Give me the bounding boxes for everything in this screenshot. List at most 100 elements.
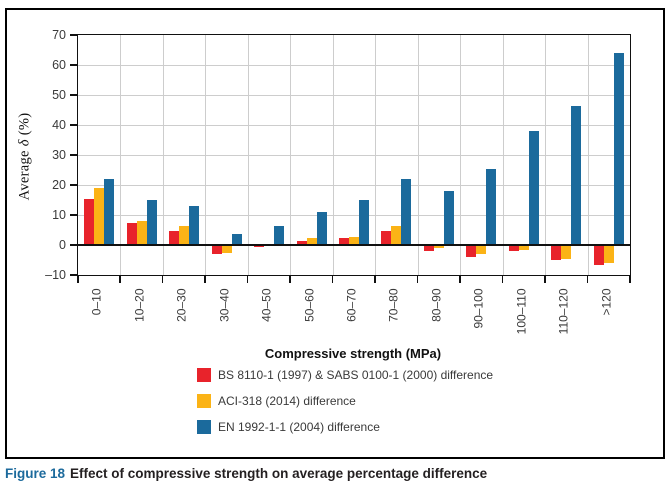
x-tick-mark-2: [161, 276, 164, 283]
bar-60–70-series-3: [359, 200, 369, 245]
x-tick-mark-4: [246, 276, 249, 283]
bar-20–30-series-3: [189, 206, 200, 245]
bar-10–20-series-2: [136, 221, 147, 245]
bar-110–120-series-3: [571, 105, 582, 245]
bar-20–30-series-1: [169, 230, 180, 245]
figure-caption-text: Effect of compressive strength on averag…: [70, 466, 488, 481]
legend: BS 8110-1 (1997) & SABS 0100-1 (2000) di…: [197, 367, 493, 445]
v-gridline-5: [290, 35, 292, 275]
v-gridline-12: [587, 35, 589, 275]
x-category-label-30–40: 30–40: [217, 288, 232, 322]
v-gridline-7: [375, 35, 377, 275]
zero-axis-line: [78, 244, 630, 246]
y-tick-label-0: 0: [59, 238, 66, 252]
bar-30–40-series-3: [231, 233, 242, 245]
x-axis-title: Compressive strength (MPa): [264, 346, 442, 361]
x-tick-mark-9: [459, 276, 461, 283]
x-tick-mark-7: [374, 276, 376, 283]
x-tick-mark-6: [331, 276, 334, 283]
bar-100–110-series-3: [528, 131, 539, 245]
bar-40–50-series-1: [254, 245, 265, 248]
y-tick-mark-30: [70, 154, 77, 156]
bar-90–100-series-2: [476, 245, 487, 254]
bar-110–120-series-2: [561, 245, 572, 259]
legend-swatch-icon: [197, 419, 211, 434]
legend-label: ACI-318 (2014) difference: [218, 393, 356, 408]
bar-70–80-series-1: [381, 230, 392, 245]
bar->120-series-2: [603, 245, 614, 263]
bar-50–60-series-2: [306, 238, 317, 245]
bar-0–10-series-2: [94, 188, 105, 245]
v-gridline-1: [120, 35, 122, 275]
bar-40–50-series-3: [274, 226, 285, 245]
v-gridline-2: [162, 35, 164, 275]
bar-100–110-series-2: [518, 245, 529, 250]
y-tick-label-10: 10: [52, 208, 66, 222]
x-category-label-20–30: 20–30: [174, 288, 189, 322]
bar-10–20-series-1: [126, 223, 137, 245]
figure-caption: Figure 18 Effect of compressive strength …: [5, 466, 665, 481]
x-category-label-10–20: 10–20: [132, 288, 147, 322]
x-tick-mark-13: [629, 276, 631, 283]
h-gridline-20: [78, 185, 630, 186]
legend-item-2: ACI-318 (2014) difference: [197, 393, 493, 408]
bar-20–30-series-2: [179, 226, 190, 245]
bar-30–40-series-2: [221, 245, 232, 253]
figure-caption-number: Figure 18: [5, 466, 66, 481]
bar-90–100-series-3: [486, 168, 497, 245]
bar-80–90-series-3: [443, 191, 454, 245]
y-tick-mark-50: [70, 94, 77, 96]
y-tick-mark--10: [70, 274, 77, 276]
v-gridline-10: [502, 35, 504, 275]
bar-50–60-series-1: [296, 241, 307, 245]
h-gridline-30: [78, 155, 630, 156]
bar->120-series-1: [593, 245, 604, 265]
v-gridline-11: [545, 35, 547, 275]
y-tick-label-70: 70: [52, 28, 66, 42]
x-category-label-100–110: 100–110: [514, 288, 529, 335]
x-tick-mark-10: [501, 276, 504, 283]
x-category-label-40–50: 40–50: [259, 288, 274, 322]
x-category-label->120: >120: [599, 288, 614, 316]
x-tick-mark-1: [119, 276, 121, 283]
x-tick-mark-5: [289, 276, 291, 283]
x-category-label-110–120: 110–120: [556, 288, 571, 335]
y-tick-mark-20: [70, 184, 77, 186]
bar-70–80-series-3: [401, 179, 412, 245]
plot-area: [77, 34, 631, 276]
y-tick-mark-10: [70, 214, 77, 216]
bar-60–70-series-1: [339, 237, 349, 245]
legend-label: BS 8110-1 (1997) & SABS 0100-1 (2000) di…: [218, 367, 494, 382]
bar-10–20-series-3: [146, 200, 157, 245]
h-gridline-40: [78, 125, 630, 126]
legend-item-1: BS 8110-1 (1997) & SABS 0100-1 (2000) di…: [197, 367, 493, 382]
v-gridline-3: [205, 35, 207, 275]
bar-50–60-series-3: [316, 212, 327, 245]
bar-0–10-series-1: [84, 198, 95, 245]
bar-110–120-series-1: [551, 245, 562, 260]
bar-0–10-series-3: [104, 179, 115, 245]
v-gridline-9: [460, 35, 462, 275]
legend-item-3: EN 1992-1-1 (2004) difference: [197, 419, 493, 434]
v-gridline-8: [417, 35, 419, 275]
x-tick-mark-12: [586, 276, 589, 283]
bar-70–80-series-2: [391, 226, 402, 245]
x-category-label-70–80: 70–80: [386, 288, 401, 322]
y-tick-mark-0: [70, 244, 77, 246]
y-axis-title-delta: δ: [16, 139, 33, 147]
bar-80–90-series-1: [423, 245, 434, 251]
y-tick-label-20: 20: [52, 178, 66, 192]
bar-90–100-series-1: [466, 245, 477, 257]
bar-100–110-series-1: [508, 245, 519, 251]
x-category-label-60–70: 60–70: [344, 288, 359, 322]
h-gridline-10: [78, 215, 630, 216]
bar-30–40-series-1: [211, 245, 222, 254]
legend-swatch-icon: [197, 393, 211, 408]
x-tick-mark-11: [544, 276, 546, 283]
bar-60–70-series-2: [349, 236, 359, 245]
y-tick-mark-60: [70, 64, 77, 66]
y-tick-label-40: 40: [52, 118, 66, 132]
y-tick-mark-70: [70, 34, 77, 36]
x-category-label-0–10: 0–10: [89, 288, 104, 316]
figure-box: Average δ (%) Compressive strength (MPa)…: [5, 8, 665, 459]
